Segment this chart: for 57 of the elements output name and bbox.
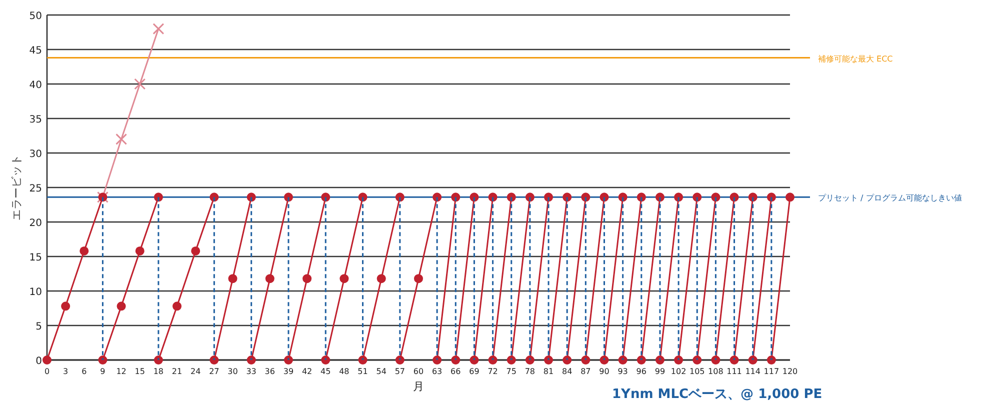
x-tick-label: 78 [524,367,536,376]
text: 1Ynm MLCベース、@ 1,000 PE [612,387,822,402]
x-tick-label: 33 [246,367,256,376]
x-tick-label: 120 [782,367,798,376]
x-tick-label: 90 [599,367,610,376]
x-tick-label: 21 [172,367,182,376]
x-tick-label: 60 [413,367,424,376]
x-tick-label: 51 [358,367,368,376]
x-tick-label: 117 [764,367,780,376]
x-tick-label: 24 [190,367,201,376]
x-tick-label: 87 [580,367,591,376]
x-tick-label: 30 [228,367,238,376]
y-tick-label: 15 [29,252,42,264]
x-tick-label: 75 [506,367,516,376]
x-tick-label: 48 [339,367,350,376]
ref-line-label: プリセット / プログラム可能なしきい値 [818,194,962,203]
x-tick-label: 114 [745,367,760,376]
x-tick-label: 54 [376,367,386,376]
x-tick-label: 45 [320,367,331,376]
x-tick-label: 9 [100,367,106,376]
x-tick-label: 0 [44,367,50,376]
x-tick-label: 66 [450,367,461,376]
x-tick-label: 36 [264,367,275,376]
y-axis-title: エラービット [10,154,23,220]
x-tick-label: 72 [488,367,498,376]
x-tick-label: 102 [670,367,686,376]
y-tick-label: 35 [29,114,42,126]
x-tick-label: 108 [708,367,724,376]
x-tick-label: 39 [283,367,294,376]
x-tick-label: 84 [562,367,572,376]
y-tick-label: 10 [29,287,42,298]
y-tick-label: 45 [29,46,42,56]
x-tick-label: 105 [689,367,705,376]
x-tick-label: 15 [134,367,145,376]
y-tick-label: 5 [36,322,42,332]
ref-line-label: 補修可能な最大 ECC [818,54,894,64]
x-tick-label: 63 [432,367,442,376]
x-tick-label: 12 [116,367,126,376]
x-tick-label: 69 [469,367,480,376]
y-tick-label: 0 [36,356,42,367]
x-tick-label: 93 [618,367,628,376]
x-tick-label: 57 [394,367,406,376]
y-tick-label: 30 [29,149,42,160]
x-axis-title: 月 [413,380,424,393]
x-tick-label: 42 [302,367,312,376]
y-tick-label: 20 [29,218,42,229]
x-tick-label: 111 [726,367,742,376]
y-tick-label: 25 [29,184,42,194]
x-tick-label: 3 [63,367,68,376]
x-tick-label: 27 [209,367,220,376]
y-tick-label: 40 [29,80,42,91]
y-tick-label: 50 [29,11,42,22]
x-tick-label: 18 [153,367,164,376]
x-tick-label: 99 [654,367,666,376]
x-tick-label: 81 [543,367,554,376]
x-tick-label: 6 [82,367,87,376]
x-tick-label: 96 [636,367,646,376]
